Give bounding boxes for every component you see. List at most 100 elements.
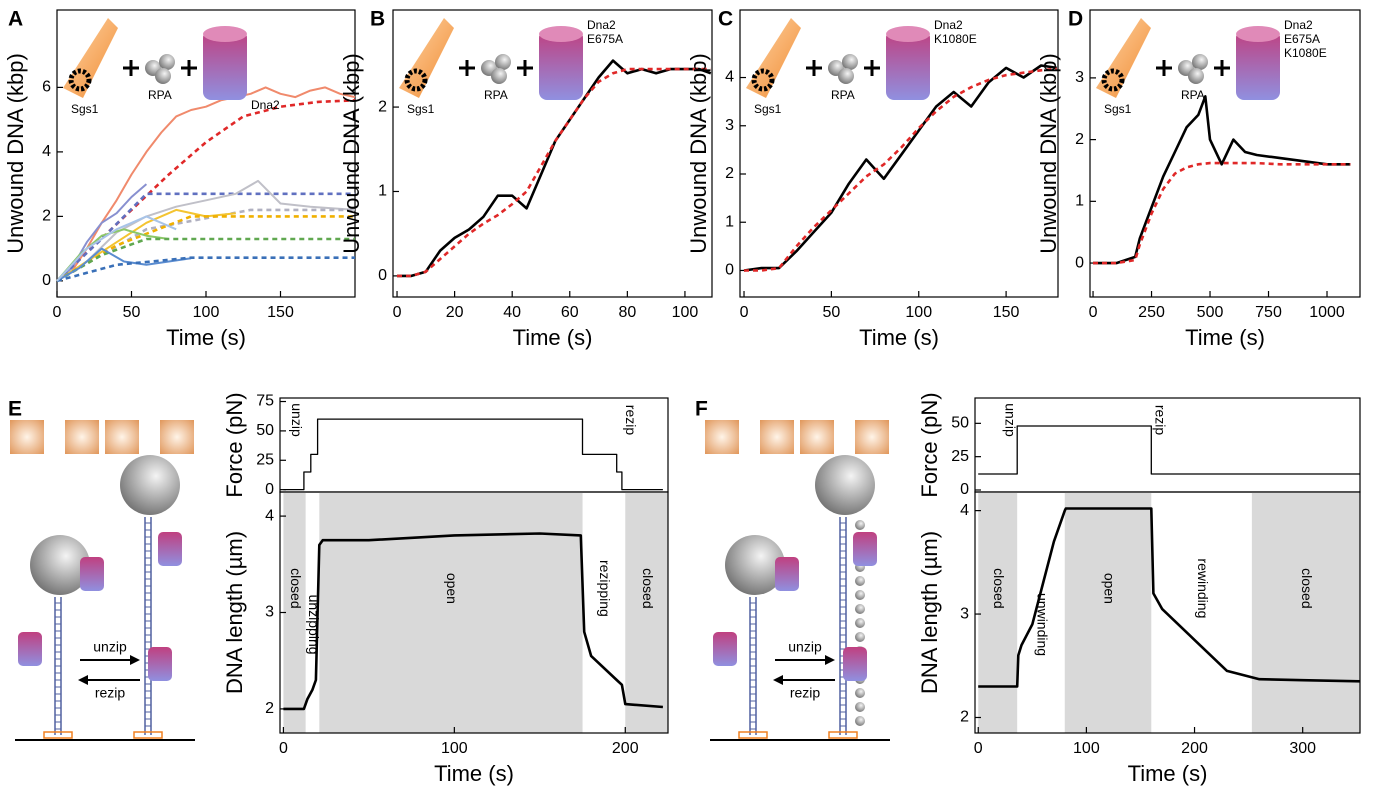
annotation: rezip	[623, 405, 639, 436]
series-line	[56, 192, 355, 282]
x-tick-label: 60	[561, 304, 579, 321]
series-line	[283, 418, 663, 491]
series-line	[743, 64, 1057, 272]
region	[978, 492, 1018, 733]
rpa	[855, 590, 865, 600]
rpa-label: RPA	[484, 88, 508, 102]
series-line	[56, 215, 177, 282]
gear-icon	[1101, 68, 1125, 92]
region	[1064, 492, 1152, 733]
nuclease-top	[539, 26, 583, 42]
series-line	[978, 507, 1361, 688]
region-label: closed	[640, 568, 656, 608]
x-tick-label: 100	[193, 304, 220, 321]
arrow-head	[773, 675, 783, 685]
annotation: unzip	[289, 403, 305, 437]
series-line	[56, 215, 355, 283]
series-line	[56, 237, 355, 283]
region	[283, 492, 306, 733]
plot-frame	[739, 9, 1059, 298]
rpa-label: RPA	[831, 88, 855, 102]
x-tick-label: 500	[1197, 304, 1224, 321]
magnet	[10, 420, 44, 454]
diagram: unzip rezip	[705, 420, 890, 741]
region-label: closed	[991, 568, 1007, 608]
series-line	[56, 86, 356, 282]
y-tick-label: 3	[1075, 69, 1084, 86]
annotation: unzip	[1002, 403, 1018, 437]
x-tick-label: 0	[740, 304, 749, 321]
region-label: unzipping	[306, 595, 322, 655]
nuclease	[713, 632, 737, 666]
panel-letter: F	[695, 398, 708, 421]
bead	[725, 535, 785, 595]
gear-icon	[751, 68, 775, 92]
panel-letter: C	[718, 8, 733, 31]
rpa-icon	[1188, 68, 1204, 84]
anchor	[43, 731, 73, 739]
nuclease-label: Dna2	[1284, 18, 1313, 32]
y-tick-label: 2	[42, 208, 51, 225]
region-label: unwinding	[1034, 593, 1050, 656]
rpa-icon	[842, 54, 858, 70]
x-axis-label: Time (s)	[166, 325, 246, 350]
plot-frame	[1089, 9, 1361, 298]
bead	[120, 455, 180, 515]
arrow-label: rezip	[95, 685, 126, 701]
nuclease-label: K1080E	[1284, 46, 1327, 60]
x-tick-label: 150	[267, 304, 294, 321]
y-tick-label: 4	[725, 69, 734, 86]
region-label: rewinding	[1195, 558, 1211, 618]
nuclease	[18, 632, 42, 666]
nuclease	[158, 532, 182, 566]
rpa-label: RPA	[148, 88, 172, 102]
bead	[30, 535, 90, 595]
x-tick-label: 40	[503, 304, 521, 321]
rpa-icon	[495, 54, 511, 70]
series-line	[56, 247, 192, 282]
x-tick-label: 100	[1073, 740, 1100, 757]
series-line	[744, 67, 1057, 272]
nuclease-label: Dna2	[587, 18, 616, 32]
nuclease-top	[886, 26, 930, 42]
y-tick-label: 2	[378, 98, 387, 115]
y-tick-label: 2	[265, 700, 274, 717]
rpa	[855, 576, 865, 586]
region	[1251, 492, 1360, 733]
anchor	[738, 731, 768, 739]
series-line	[978, 425, 1360, 475]
x-tick-label: 200	[612, 740, 639, 757]
y-tick-label: 1	[378, 183, 387, 200]
anchor	[828, 731, 858, 739]
nuclease-icon	[1236, 30, 1280, 100]
anchor	[133, 731, 163, 739]
nuclease	[775, 557, 799, 591]
rpa-icon	[1192, 54, 1208, 70]
nuclease	[148, 647, 172, 681]
x-tick-label: 100	[672, 304, 699, 321]
arrow-label: rezip	[790, 685, 821, 701]
nuclease-icon	[886, 30, 930, 100]
rpa	[855, 618, 865, 628]
y-tick-label: 25	[951, 448, 969, 465]
y-tick-label: 3	[960, 605, 969, 622]
y-tick-label: 6	[42, 79, 51, 96]
nuclease-label: Dna2	[251, 98, 280, 112]
rpa	[855, 702, 865, 712]
magnet	[760, 420, 794, 454]
nuclease	[843, 647, 867, 681]
magnet	[705, 420, 739, 454]
nuclease-label: E675A	[587, 32, 623, 46]
plot-frame	[279, 397, 669, 493]
nuclease-icon	[203, 30, 247, 100]
region-label: open	[444, 573, 460, 604]
x-axis-label: Time (s)	[1185, 325, 1265, 350]
y-tick-label: 0	[1075, 254, 1084, 271]
x-tick-label: 0	[53, 304, 62, 321]
y-axis-label: Force (pN)	[917, 392, 942, 497]
helicase-icon	[63, 18, 118, 98]
y-tick-label: 2	[960, 709, 969, 726]
x-tick-label: 0	[974, 740, 983, 757]
rpa	[855, 632, 865, 642]
